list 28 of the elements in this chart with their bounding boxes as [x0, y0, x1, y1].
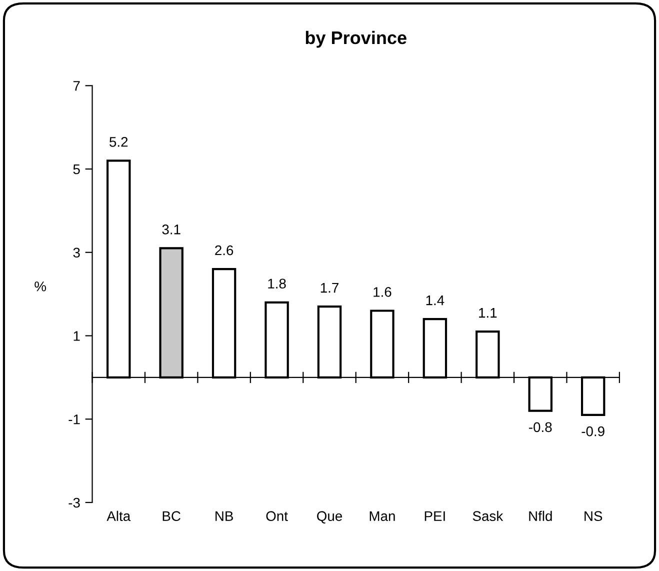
y-tick-label: -1	[68, 414, 80, 424]
y-tick-label: 7	[73, 81, 80, 91]
x-tick-label: BC	[162, 511, 180, 522]
x-tick-label: Nfld	[529, 510, 552, 522]
data-label: 1.7	[320, 283, 338, 293]
x-tick-label: Que	[317, 511, 342, 524]
data-label: 1.8	[268, 278, 286, 289]
x-tick-label: Man	[370, 511, 395, 522]
y-tick-label: 3	[73, 248, 80, 258]
x-tick-label: NS	[584, 511, 602, 522]
x-tick-label: Ont	[266, 511, 288, 522]
data-label: 5.2	[110, 136, 128, 147]
x-tick-label: NB	[216, 511, 233, 521]
data-label: 2.6	[215, 245, 234, 256]
y-tick-label: 5	[73, 164, 80, 174]
x-tick-label: Sask	[472, 510, 504, 522]
y-tick-label: 1	[74, 331, 80, 341]
y-tick-label: -3	[68, 498, 80, 508]
x-tick-label: PEI	[424, 511, 445, 521]
x-tick-label: Alta	[106, 510, 131, 522]
data-label: 1.6	[374, 287, 392, 297]
y-axis-title: %	[34, 282, 46, 292]
chart-title: by Province	[306, 30, 406, 48]
data-label: -0.8	[529, 422, 552, 432]
data-label: 1.4	[426, 296, 444, 306]
data-label: 3.1	[162, 224, 180, 234]
data-label: -0.9	[582, 426, 604, 436]
data-label: 1.1	[479, 308, 497, 318]
